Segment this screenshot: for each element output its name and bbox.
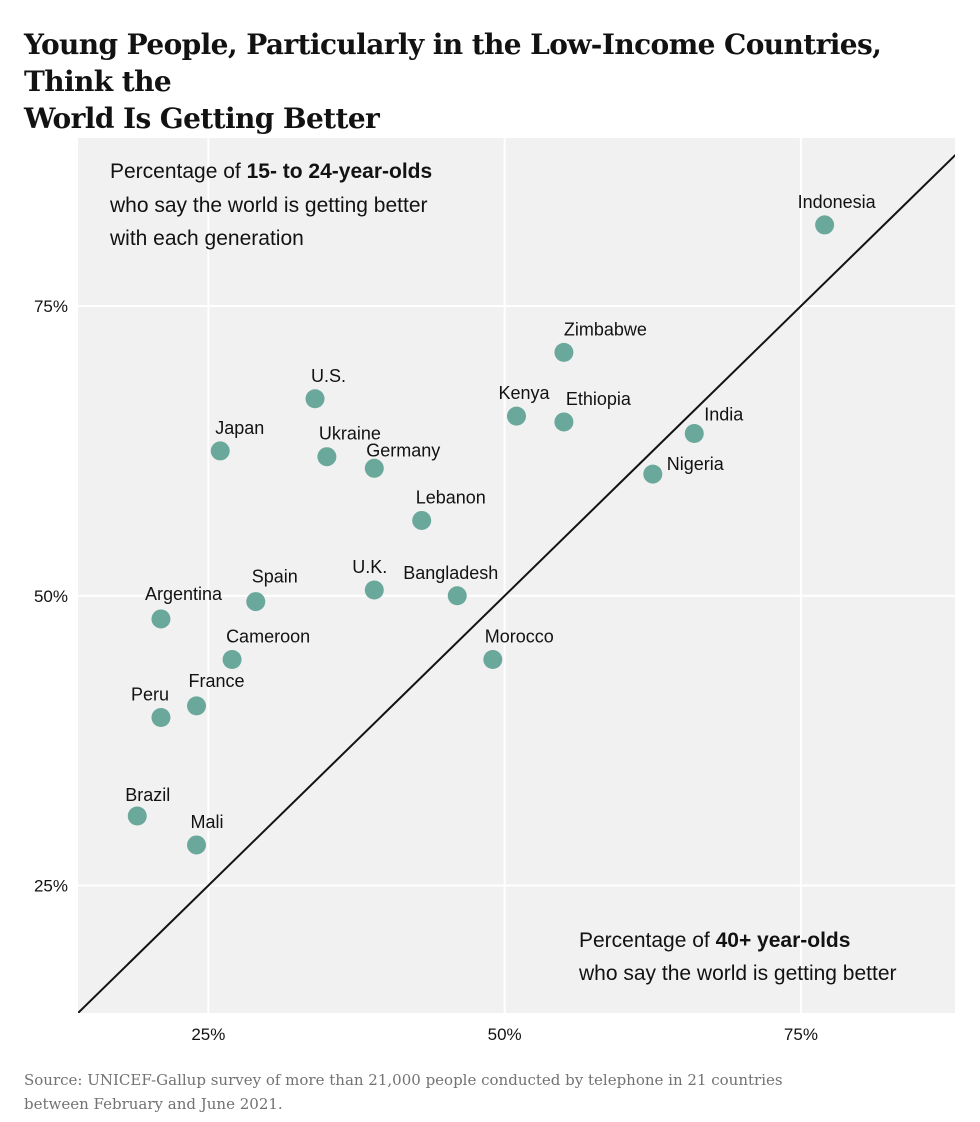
y-axis-label-line-1: Percentage of 15- to 24-year-olds [110, 160, 432, 183]
x-tick-label: 75% [784, 1025, 818, 1044]
y-tick-label: 25% [34, 877, 68, 896]
point-zimbabwe [554, 342, 574, 362]
x-tick-label: 25% [191, 1025, 225, 1044]
point-label-mali: Mali [191, 812, 224, 832]
chart-title-line-2: World Is Getting Better [24, 102, 380, 135]
x-axis-label-plain: Percentage of [579, 929, 716, 952]
point-u-s [305, 389, 325, 409]
point-label-brazil: Brazil [125, 785, 170, 805]
scatter-chart: 25% 50% 75% 25% 50% 75% Percentage of 15- to 2… [34, 138, 955, 1044]
source-line-1: Source: UNICEF-Gallup survey of more tha… [24, 1071, 783, 1089]
point-france [187, 696, 207, 716]
point-label-nigeria: Nigeria [667, 454, 725, 474]
point-label-u-k: U.K. [352, 557, 387, 577]
equality-line [78, 153, 955, 1013]
point-label-cameroon: Cameroon [226, 627, 310, 647]
chart-title: Young People, Particularly in the Low-In… [24, 26, 954, 137]
y-tick-label: 75% [34, 297, 68, 316]
point-label-indonesia: Indonesia [798, 192, 877, 212]
point-label-u-s: U.S. [311, 366, 346, 386]
point-label-india: India [704, 405, 744, 425]
point-argentina [151, 609, 171, 629]
point-peru [151, 707, 171, 727]
point-bangladesh [447, 586, 467, 606]
point-u-k [364, 580, 384, 600]
source-note: Source: UNICEF-Gallup survey of more tha… [24, 1068, 964, 1116]
point-label-argentina: Argentina [145, 584, 223, 604]
point-india [684, 424, 704, 444]
chart-title-line-1: Young People, Particularly in the Low-In… [24, 28, 882, 98]
x-axis-label-bold: 40+ year-olds [716, 929, 851, 952]
point-label-germany: Germany [366, 440, 440, 460]
y-axis-label-line-2: who say the world is getting better [109, 194, 428, 217]
point-label-ukraine: Ukraine [319, 424, 381, 444]
point-cameroon [222, 650, 242, 670]
point-label-zimbabwe: Zimbabwe [564, 319, 647, 339]
point-ukraine [317, 447, 337, 467]
point-kenya [507, 406, 526, 426]
x-axis-label-line-1: Percentage of 40+ year-olds [579, 929, 850, 952]
point-label-spain: Spain [252, 567, 298, 587]
x-tick-label: 50% [488, 1025, 522, 1044]
point-label-morocco: Morocco [485, 627, 554, 647]
point-label-bangladesh: Bangladesh [403, 563, 498, 583]
point-nigeria [643, 464, 663, 484]
point-label-peru: Peru [131, 684, 169, 704]
y-tick-label: 50% [34, 587, 68, 606]
point-brazil [127, 806, 147, 826]
source-line-2: between February and June 2021. [24, 1095, 283, 1113]
point-ethiopia [554, 412, 574, 432]
y-axis-label-bold: 15- to 24-year-olds [247, 160, 433, 183]
point-mali [187, 835, 207, 855]
point-spain [246, 592, 266, 612]
point-morocco [483, 650, 503, 670]
x-axis-label-line-2: who say the world is getting better [578, 962, 897, 985]
point-indonesia [815, 215, 835, 235]
plot-background [78, 138, 955, 1013]
point-label-kenya: Kenya [499, 383, 551, 403]
point-germany [364, 458, 384, 478]
point-label-lebanon: Lebanon [416, 487, 486, 507]
point-label-ethiopia: Ethiopia [566, 389, 632, 409]
point-japan [210, 441, 230, 461]
point-lebanon [412, 510, 432, 530]
point-label-france: France [189, 671, 245, 691]
point-label-japan: Japan [215, 418, 264, 438]
y-axis-label-plain: Percentage of [110, 160, 247, 183]
y-axis-label-line-3: with each generation [109, 227, 304, 250]
